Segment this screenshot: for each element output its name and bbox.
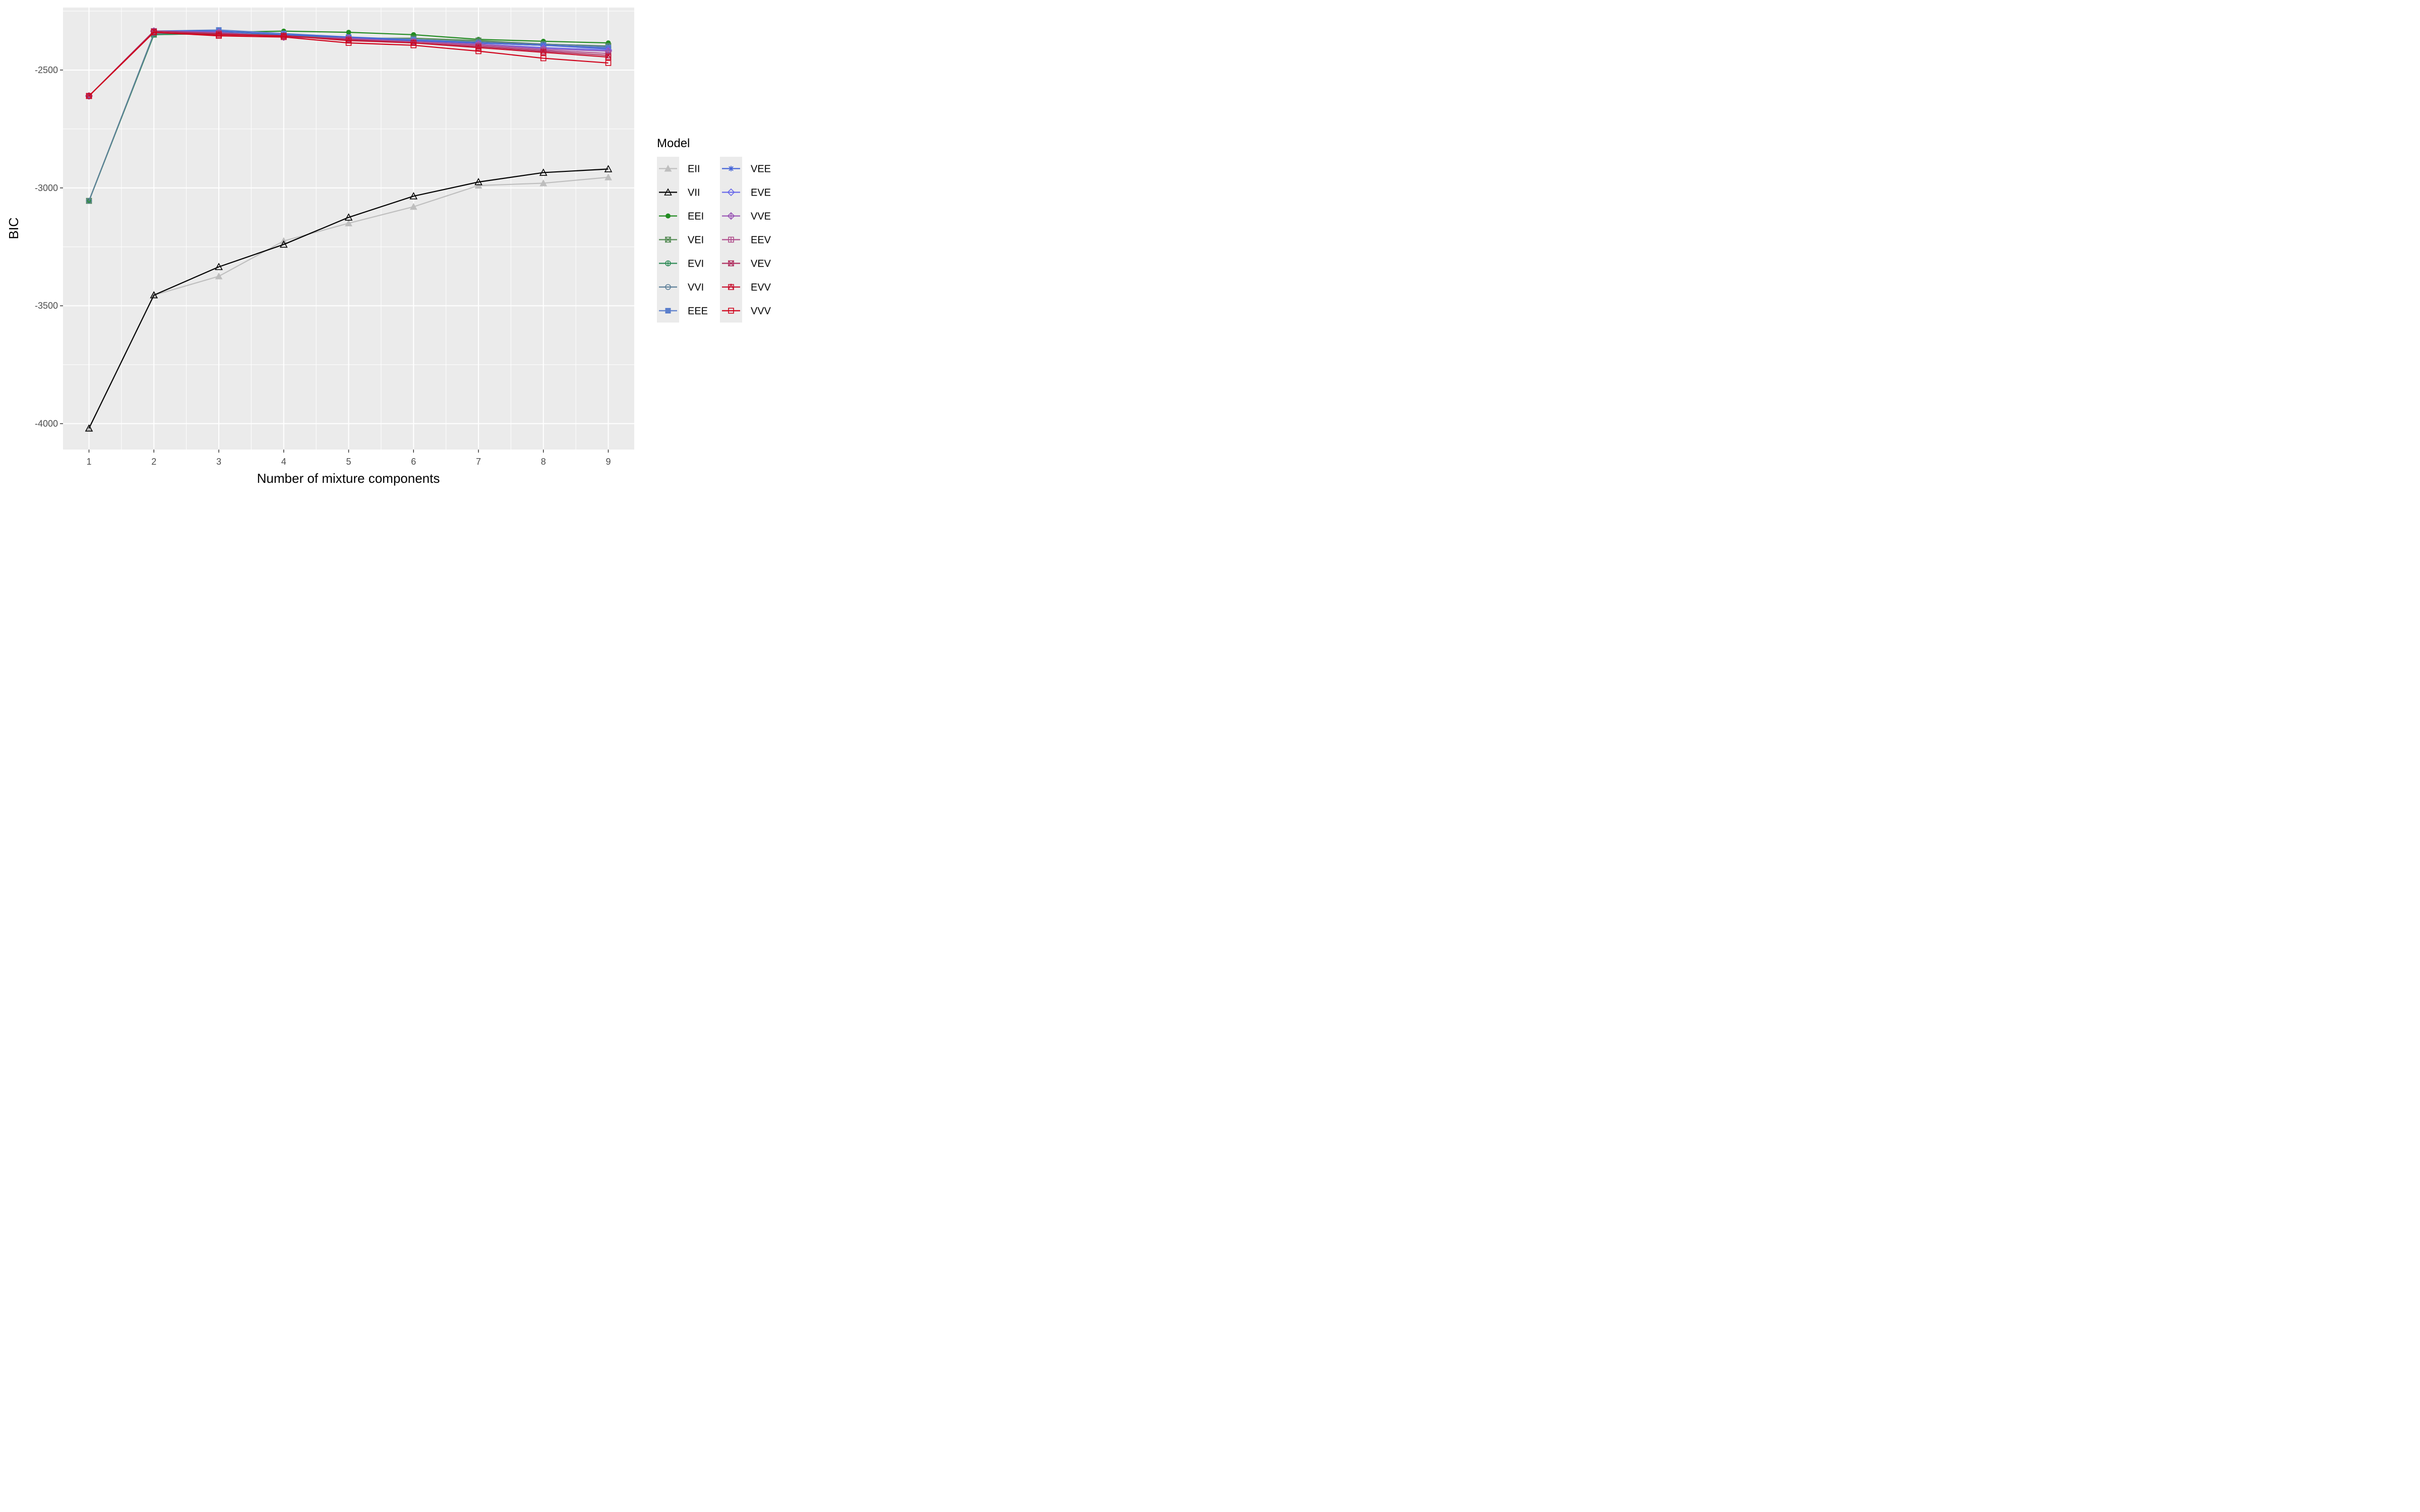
legend-key-marker [664,164,672,172]
data-point-vii [85,424,93,432]
x-tick-label: 6 [411,457,416,467]
data-point-vii [215,263,223,270]
data-point-vvv [280,34,287,40]
bic-chart: 1 2 3 4 5 6 7 8 9 -2500 -3000 -3500 -4000 Number of… [6,8,771,486]
legend-label: VVV [751,306,771,317]
legend-key-marker [665,308,671,313]
y-tick-label: -3500 [35,301,58,311]
legend-item-evi: EVI [659,259,704,270]
data-point-vvv [540,55,547,61]
legend-key-marker [727,188,735,197]
legend-item-vev: VEV [722,259,771,270]
data-point-vvv [605,60,612,66]
legend-item-vvi: VVI [659,282,704,293]
x-tick-label: 3 [216,457,221,467]
series-line-vvv [88,32,609,97]
legend-label: VEI [688,235,704,246]
legend-item-vii: VII [659,187,700,199]
x-axis: 1 2 3 4 5 6 7 8 9 [86,450,611,467]
series-vii [85,165,613,432]
data-point-vii [279,240,288,248]
legend-label: EVV [751,282,771,293]
legend-label: VEE [751,164,771,175]
legend-label: VEV [751,259,771,270]
legend-key-marker [728,307,734,314]
legend-item-evv: EVV [722,282,771,293]
legend-label: VII [688,187,700,199]
legend-title: Model [657,137,690,150]
data-point-vvv [86,93,92,99]
legend-key-marker [665,260,671,267]
legend-label: EEV [751,235,771,246]
legend-item-vei: VEI [659,235,704,246]
y-axis-title: BIC [6,217,21,239]
x-tick-label: 9 [606,457,611,467]
y-tick-label: -4000 [35,419,58,429]
legend-key-marker [664,236,672,243]
data-point-eii [604,173,612,180]
legend-key-marker [728,283,735,290]
legend-item-eei: EEI [659,211,704,222]
legend-key-marker [665,284,671,290]
data-point-vvv [345,40,352,46]
data-point-vii [604,165,613,172]
series-eii [85,173,612,431]
legend-item-vvv: VVV [722,306,771,317]
x-tick-label: 5 [346,457,351,467]
legend-key-marker [664,188,672,196]
legend-key-marker [727,212,735,220]
legend-label: EEE [688,306,708,317]
series-line-vii [88,168,609,429]
x-tick-label: 1 [86,457,91,467]
legend-key-marker [728,166,734,171]
series-layer [85,27,613,432]
legend-label: EII [688,164,700,175]
legend-item-eee: EEE [659,306,708,317]
major-gridlines [63,8,634,450]
x-tick-label: 2 [151,457,156,467]
legend-key-marker [728,260,735,267]
legend-key-marker [666,213,671,219]
legend-label: VVE [751,211,771,222]
legend-label: EEI [688,211,704,222]
legend-label: EVE [751,187,771,199]
legend: Model EII VII EEI VEI EVI VVI EEE VEE EVE VVE EEV V… [657,137,771,323]
data-point-evv [540,48,547,55]
data-point-vvv [475,48,481,54]
data-point-vii [344,213,353,221]
x-tick-label: 8 [541,457,546,467]
legend-item-vee: VEE [722,164,771,175]
data-point-eii [409,203,417,210]
y-tick-label: -3000 [35,183,58,193]
x-tick-label: 4 [281,457,286,467]
data-point-evv [605,53,612,60]
y-axis: -2500 -3000 -3500 -4000 [35,65,63,429]
data-point-vvv [216,33,222,39]
data-point-vii [474,177,482,185]
data-point-vii [150,291,158,298]
y-tick-label: -2500 [35,65,58,75]
x-tick-label: 7 [476,457,481,467]
series-vvv [86,29,612,99]
legend-label: VVI [688,282,704,293]
data-point-eii [474,181,482,189]
legend-item-eev: EEV [722,235,771,246]
data-point-eei [346,30,351,35]
legend-label: EVI [688,259,704,270]
legend-item-eii: EII [659,164,700,175]
data-point-eii [215,272,223,280]
legend-item-vve: VVE [722,211,771,222]
data-point-vii [539,168,548,176]
data-point-eii [539,179,548,186]
x-axis-title: Number of mixture components [257,471,440,486]
data-point-vii [409,192,418,200]
data-point-vvi [86,198,92,204]
data-point-vvv [410,42,417,48]
data-point-vvv [151,29,157,35]
legend-key-marker [728,236,734,243]
legend-item-eve: EVE [722,187,771,199]
data-point-eii [345,219,352,226]
